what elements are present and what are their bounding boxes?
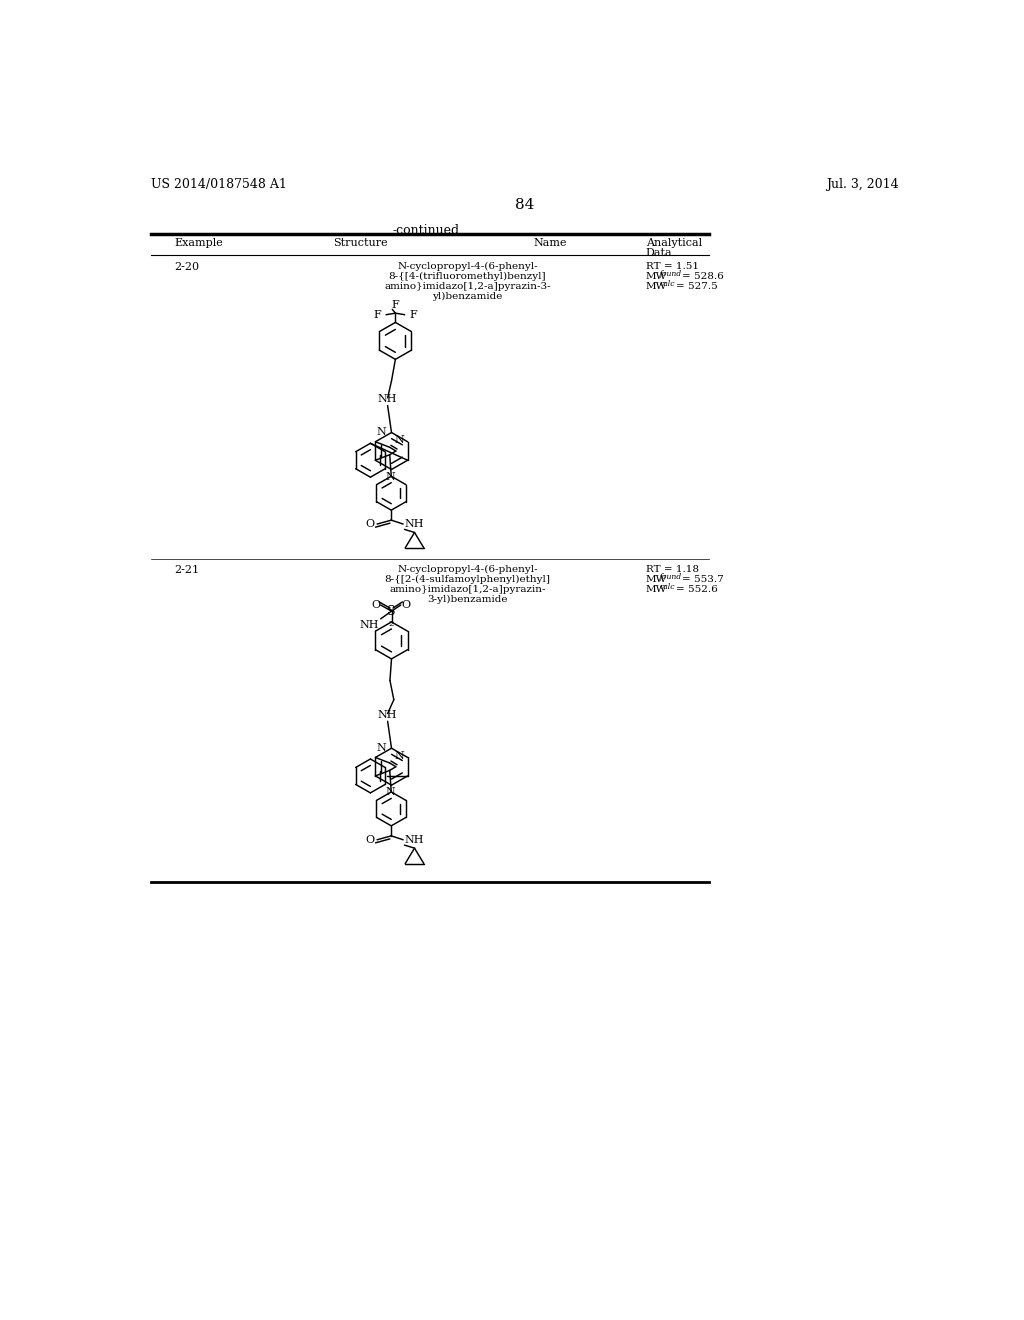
Text: N: N [385, 788, 395, 797]
Text: RT = 1.51: RT = 1.51 [646, 261, 698, 271]
Text: RT = 1.18: RT = 1.18 [646, 565, 698, 574]
Text: Example: Example [174, 239, 223, 248]
Text: O: O [366, 834, 374, 845]
Text: NH: NH [378, 710, 397, 719]
Text: -continued: -continued [393, 224, 460, 236]
Text: 3-yl)benzamide: 3-yl)benzamide [427, 595, 508, 605]
Text: MW: MW [646, 576, 667, 583]
Text: N: N [377, 428, 387, 437]
Text: 2-20: 2-20 [174, 261, 200, 272]
Text: Jul. 3, 2014: Jul. 3, 2014 [825, 178, 898, 190]
Text: 84: 84 [515, 198, 535, 213]
Text: S: S [387, 605, 395, 618]
Text: US 2014/0187548 A1: US 2014/0187548 A1 [152, 178, 287, 190]
Text: O: O [400, 601, 410, 610]
Text: NH: NH [404, 834, 424, 845]
Text: found: found [659, 271, 682, 279]
Text: N-cyclopropyl-4-(6-phenyl-: N-cyclopropyl-4-(6-phenyl- [397, 261, 538, 271]
Text: MW: MW [646, 272, 667, 281]
Text: F: F [410, 310, 417, 319]
Text: N: N [385, 471, 395, 482]
Text: Name: Name [534, 239, 567, 248]
Text: N: N [377, 743, 387, 752]
Text: NH: NH [359, 620, 379, 631]
Text: 2-21: 2-21 [174, 565, 200, 576]
Text: = 528.6: = 528.6 [682, 272, 724, 281]
Text: NH: NH [378, 395, 397, 404]
Text: 8-{[2-(4-sulfamoylphenyl)ethyl]: 8-{[2-(4-sulfamoylphenyl)ethyl] [384, 576, 551, 583]
Text: calc: calc [659, 583, 675, 591]
Text: = 527.5: = 527.5 [676, 281, 718, 290]
Text: MW: MW [646, 585, 667, 594]
Text: calc: calc [659, 280, 675, 288]
Text: O: O [372, 601, 381, 610]
Text: = 552.6: = 552.6 [676, 585, 718, 594]
Text: = 553.7: = 553.7 [682, 576, 724, 583]
Text: F: F [374, 310, 381, 319]
Text: N: N [395, 436, 404, 445]
Text: F: F [391, 300, 399, 310]
Text: 8-{[4-(trifluoromethyl)benzyl]: 8-{[4-(trifluoromethyl)benzyl] [389, 272, 546, 281]
Text: Data: Data [646, 248, 673, 257]
Text: yl)benzamide: yl)benzamide [432, 292, 503, 301]
Text: MW: MW [646, 281, 667, 290]
Text: NH: NH [404, 519, 424, 529]
Text: Analytical: Analytical [646, 239, 701, 248]
Text: amino}imidazo[1,2-a]pyrazin-: amino}imidazo[1,2-a]pyrazin- [389, 585, 546, 594]
Text: N-cyclopropyl-4-(6-phenyl-: N-cyclopropyl-4-(6-phenyl- [397, 565, 538, 574]
Text: found: found [659, 573, 682, 581]
Text: O: O [366, 519, 374, 529]
Text: 2: 2 [388, 620, 393, 628]
Text: Structure: Structure [333, 239, 388, 248]
Text: N: N [395, 751, 404, 760]
Text: amino}imidazo[1,2-a]pyrazin-3-: amino}imidazo[1,2-a]pyrazin-3- [384, 281, 551, 290]
